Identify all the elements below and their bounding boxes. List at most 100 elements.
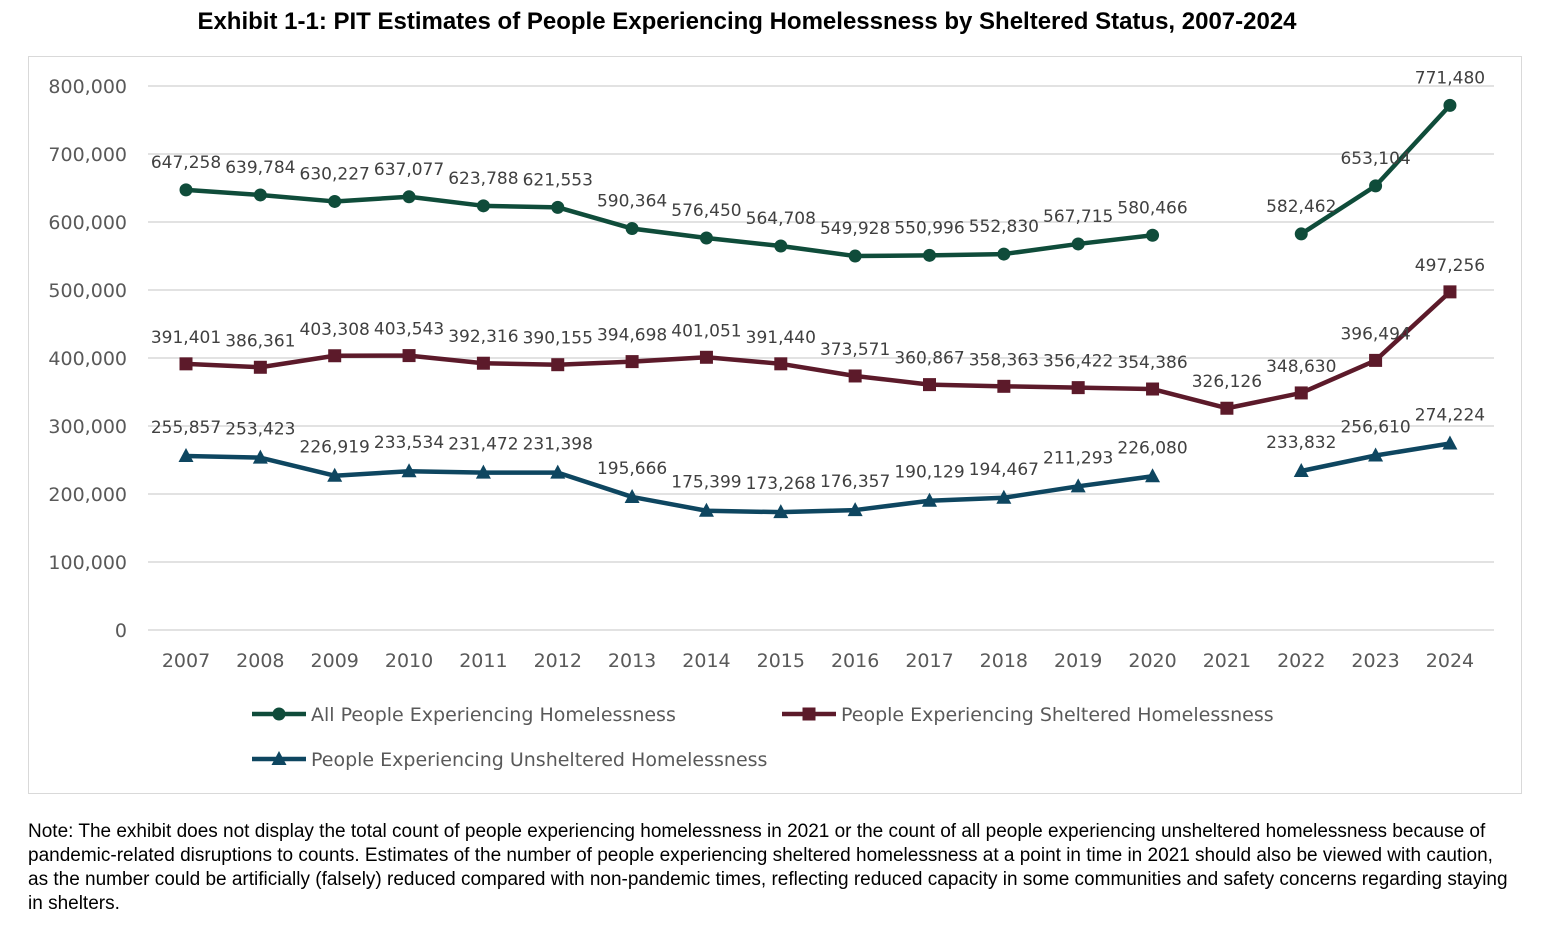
series-1	[179, 98, 1457, 263]
series-3	[178, 435, 1458, 519]
series-line	[185, 453, 1153, 515]
data-label: 358,363	[969, 350, 1039, 370]
x-tick-label: 2010	[385, 650, 433, 672]
x-tick-label: 2018	[980, 650, 1028, 672]
data-point	[328, 349, 342, 363]
y-tick-label: 700,000	[48, 144, 127, 166]
data-point	[774, 357, 788, 371]
x-tick-label: 2020	[1128, 650, 1176, 672]
data-label: 386,361	[225, 331, 295, 351]
series-lines	[178, 98, 1458, 519]
data-point	[625, 355, 639, 369]
series-2	[179, 285, 1457, 415]
data-label: 394,698	[597, 326, 667, 346]
data-label: 190,129	[894, 463, 964, 483]
gridlines	[148, 85, 1494, 631]
data-label: 623,788	[448, 169, 518, 189]
data-point	[1443, 285, 1457, 299]
data-point	[1368, 447, 1384, 462]
series-line	[185, 187, 1153, 259]
data-label: 176,357	[820, 472, 890, 492]
legend-item: People Experiencing Sheltered Homelessne…	[782, 704, 1274, 726]
data-point	[774, 239, 788, 253]
data-point	[550, 464, 566, 479]
data-point	[773, 504, 789, 519]
chart-frame	[28, 56, 1522, 794]
data-label: 256,610	[1340, 418, 1410, 438]
y-tick-label: 200,000	[48, 484, 127, 506]
x-tick-label: 2008	[236, 650, 284, 672]
data-label: 552,830	[969, 217, 1039, 237]
line-chart: 0 100,000 200,000 300,000 400,000 500,000 600,…	[48, 68, 1494, 771]
data-label: 391,401	[151, 328, 221, 348]
data-label: 403,543	[374, 320, 444, 340]
x-tick-label: 2017	[905, 650, 953, 672]
data-label: 231,398	[523, 435, 593, 455]
data-label: 549,928	[820, 219, 890, 239]
x-axis-tick-labels: 2007 2008 2009 2010 2011 2012 2013 2014 2015 2016…	[162, 650, 1474, 672]
data-label: 231,472	[448, 435, 518, 455]
data-point	[551, 200, 565, 214]
data-point	[1146, 228, 1160, 242]
data-label: 274,224	[1415, 406, 1485, 426]
data-point	[402, 190, 416, 204]
data-point	[923, 248, 936, 262]
data-label: 233,534	[374, 433, 444, 453]
data-point	[551, 358, 565, 372]
x-tick-label: 2007	[162, 650, 210, 672]
data-label: 630,227	[300, 164, 370, 184]
data-label: 582,462	[1266, 197, 1336, 217]
data-label: 326,126	[1192, 372, 1262, 392]
data-point	[1220, 401, 1234, 415]
data-label: 175,399	[671, 473, 741, 493]
data-point	[1071, 237, 1085, 251]
data-label: 590,364	[597, 192, 667, 212]
data-point	[625, 222, 639, 236]
data-point	[624, 488, 640, 503]
x-tick-label: 2024	[1426, 650, 1474, 672]
data-point	[402, 349, 416, 363]
x-tick-label: 2009	[311, 650, 359, 672]
data-point	[252, 449, 268, 464]
data-label: 396,494	[1340, 324, 1410, 344]
data-label: 255,857	[151, 418, 221, 438]
chart-note: Note: The exhibit does not display the t…	[28, 821, 1508, 914]
data-label: 360,867	[894, 349, 964, 369]
data-label: 253,423	[225, 420, 295, 440]
data-point	[997, 247, 1011, 261]
legend-marker	[802, 707, 816, 721]
data-label: 194,467	[969, 460, 1039, 480]
data-point	[1145, 468, 1161, 483]
data-point	[328, 194, 342, 208]
y-tick-label: 400,000	[48, 348, 127, 370]
data-label: 567,715	[1043, 207, 1113, 227]
legend-marker	[271, 751, 287, 765]
data-point	[923, 378, 936, 392]
data-point	[1146, 382, 1160, 396]
chart-title: Exhibit 1-1: PIT Estimates of People Exp…	[197, 8, 1297, 35]
y-tick-label: 100,000	[48, 552, 127, 574]
data-point	[996, 489, 1012, 504]
series-line	[185, 290, 1452, 411]
data-point	[253, 360, 267, 374]
y-tick-label: 500,000	[48, 280, 127, 302]
data-label: 348,630	[1266, 357, 1336, 377]
x-tick-label: 2019	[1054, 650, 1102, 672]
x-tick-label: 2013	[608, 650, 656, 672]
data-label: 647,258	[151, 153, 221, 173]
data-label: 211,293	[1043, 448, 1113, 468]
y-tick-label: 300,000	[48, 416, 127, 438]
y-tick-label: 0	[115, 620, 127, 642]
x-tick-label: 2011	[459, 650, 507, 672]
data-point	[698, 502, 714, 517]
legend-label: People Experiencing Unsheltered Homeless…	[311, 749, 767, 771]
data-point	[699, 350, 713, 364]
data-point	[475, 464, 491, 479]
data-point	[1293, 462, 1309, 477]
data-label: 173,268	[746, 474, 816, 494]
x-tick-label: 2021	[1203, 650, 1251, 672]
data-point	[847, 502, 863, 517]
data-label: 580,466	[1117, 198, 1187, 218]
data-point	[1071, 381, 1085, 395]
data-label: 391,440	[746, 328, 816, 348]
